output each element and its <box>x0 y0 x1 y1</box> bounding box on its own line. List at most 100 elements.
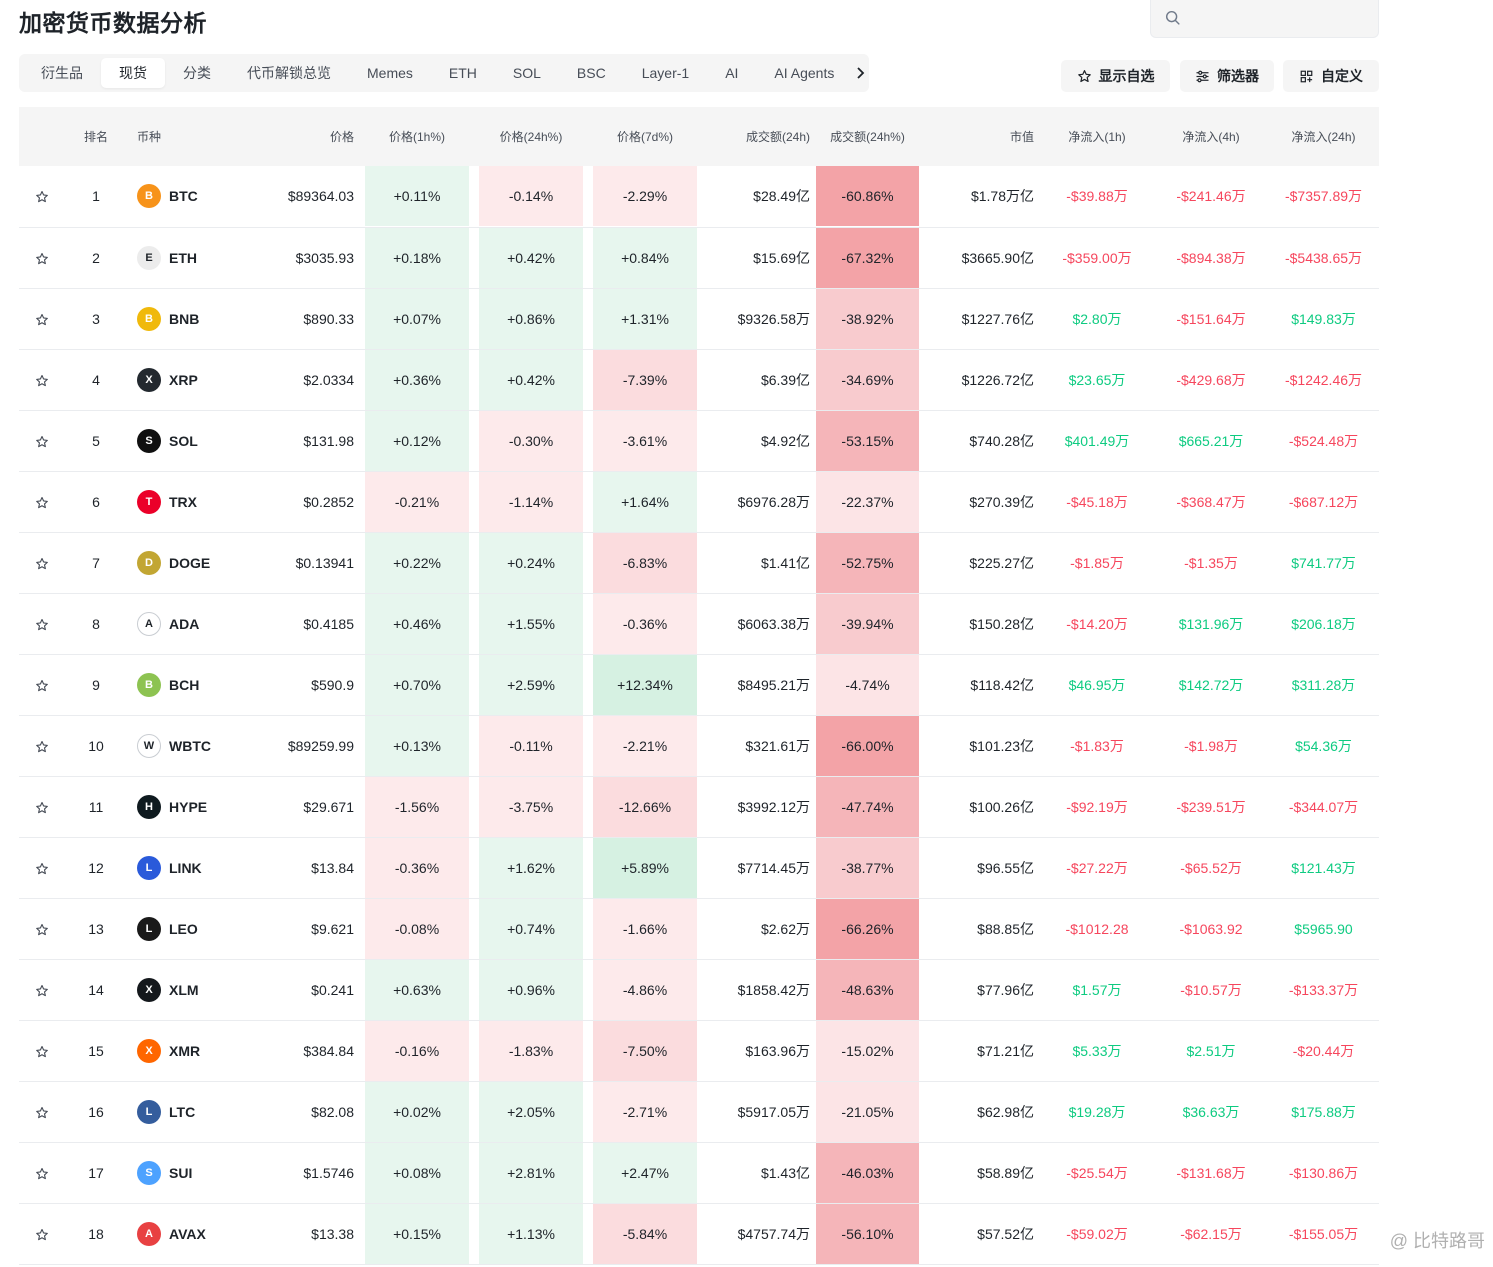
favorite-star-icon[interactable] <box>19 593 65 654</box>
filter-button[interactable]: 筛选器 <box>1180 60 1274 92</box>
tab-5[interactable]: ETH <box>448 65 477 81</box>
market-cap-cell: $101.23亿 <box>969 737 1034 754</box>
table-row[interactable]: 1 B BTC $89364.03 +0.11% -0.14% -2.29% $28.49亿 -… <box>19 166 1379 227</box>
change-7d-value: -0.36% <box>593 593 697 654</box>
search-input[interactable] <box>1150 0 1379 38</box>
table-row[interactable]: 7 D DOGE $0.13941 +0.22% +0.24% -6.83% $1.41亿 -5… <box>19 532 1379 593</box>
favorite-star-icon[interactable] <box>19 166 65 227</box>
table-row[interactable]: 11 H HYPE $29.671 -1.56% -3.75% -12.66% $3992.1… <box>19 776 1379 837</box>
tab-2[interactable]: 分类 <box>183 65 211 81</box>
favorite-star-icon[interactable] <box>19 837 65 898</box>
netflow-24h-cell: $311.28万 <box>1291 676 1356 693</box>
coin-symbol: HYPE <box>169 798 208 815</box>
favorite-star-icon[interactable] <box>19 1081 65 1142</box>
netflow-1h-cell: $5.33万 <box>1072 1042 1122 1059</box>
tab-8[interactable]: Layer-1 <box>641 65 690 81</box>
table-row[interactable]: 18 A AVAX $13.38 +0.15% +1.13% -5.84% $4757.74万… <box>19 1203 1379 1264</box>
table-row[interactable]: 4 X XRP $2.0334 +0.36% +0.42% -7.39% $6.39亿 -34.… <box>19 349 1379 410</box>
table-row[interactable]: 2 E ETH $3035.93 +0.18% +0.42% +0.84% $15.69亿 -6… <box>19 227 1379 288</box>
favorite-star-icon[interactable] <box>19 410 65 471</box>
coin-cell[interactable]: D DOGE <box>127 532 247 593</box>
coin-cell[interactable]: X XMR <box>127 1020 247 1081</box>
volume-24h-cell: $6063.38万 <box>737 615 810 632</box>
favorite-star-icon[interactable] <box>19 532 65 593</box>
tab-6[interactable]: SOL <box>512 65 541 81</box>
table-row[interactable]: 16 L LTC $82.08 +0.02% +2.05% -2.71% $5917.05万 -… <box>19 1081 1379 1142</box>
col-header-price[interactable]: 价格 <box>329 130 354 144</box>
coin-cell[interactable]: A AVAX <box>127 1203 247 1264</box>
table-row[interactable]: 3 B BNB $890.33 +0.07% +0.86% +1.31% $9326.58万 -… <box>19 288 1379 349</box>
coin-cell[interactable]: H HYPE <box>127 776 247 837</box>
coin-cell[interactable]: L LINK <box>127 837 247 898</box>
favorite-star-icon[interactable] <box>19 288 65 349</box>
table-row[interactable]: 8 A ADA $0.4185 +0.46% +1.55% -0.36% $6063.38万 -… <box>19 593 1379 654</box>
netflow-1h-cell: $1.57万 <box>1072 981 1122 998</box>
tabs-scroll-right-icon[interactable] <box>843 54 869 92</box>
coin-cell[interactable]: B BNB <box>127 288 247 349</box>
tab-7[interactable]: BSC <box>576 65 606 81</box>
netflow-4h-cell: -$429.68万 <box>1176 371 1246 388</box>
col-header-coin[interactable]: 币种 <box>137 130 162 144</box>
netflow-1h-cell: -$14.20万 <box>1066 615 1128 632</box>
table-row[interactable]: 10 W WBTC $89259.99 +0.13% -0.11% -2.21% $321.6… <box>19 715 1379 776</box>
customize-button[interactable]: 自定义 <box>1283 60 1379 92</box>
col-header-change-7d[interactable]: 价格(7d%) <box>616 130 673 144</box>
favorite-star-icon[interactable] <box>19 1142 65 1203</box>
change-1h-cell: -0.16% <box>360 1020 474 1081</box>
favorite-star-icon[interactable] <box>19 898 65 959</box>
col-header-volume-change-24h[interactable]: 成交额(24h%) <box>830 130 905 144</box>
coin-cell[interactable]: W WBTC <box>127 715 247 776</box>
col-header-market-cap[interactable]: 市值 <box>1009 130 1034 144</box>
tab-1[interactable]: 现货 <box>101 58 165 88</box>
coin-cell[interactable]: B BTC <box>127 166 247 227</box>
coin-cell[interactable]: S SUI <box>127 1142 247 1203</box>
col-header-change-1h[interactable]: 价格(1h%) <box>388 130 445 144</box>
table-row[interactable]: 15 X XMR $384.84 -0.16% -1.83% -7.50% $163.96万 -… <box>19 1020 1379 1081</box>
favorite-star-icon[interactable] <box>19 227 65 288</box>
tab-0[interactable]: 衍生品 <box>41 65 83 81</box>
col-header-netflow-24h[interactable]: 净流入(24h) <box>1291 130 1356 144</box>
show-watchlist-button[interactable]: 显示自选 <box>1061 60 1170 92</box>
col-header-change-24h[interactable]: 价格(24h%) <box>499 130 563 144</box>
tab-3[interactable]: 代币解锁总览 <box>247 65 331 81</box>
coin-cell[interactable]: X XRP <box>127 349 247 410</box>
change-24h-cell: +2.59% <box>474 654 588 715</box>
coin-cell[interactable]: S SOL <box>127 410 247 471</box>
change-24h-cell: -0.11% <box>474 715 588 776</box>
col-header-rank[interactable]: 排名 <box>83 130 108 144</box>
table-row[interactable]: 17 S SUI $1.5746 +0.08% +2.81% +2.47% $1.43亿 -46… <box>19 1142 1379 1203</box>
change-7d-value: +1.64% <box>593 471 697 532</box>
favorite-star-icon[interactable] <box>19 1020 65 1081</box>
tab-10[interactable]: AI Agents <box>774 65 835 81</box>
favorite-star-icon[interactable] <box>19 654 65 715</box>
table-row[interactable]: 13 L LEO $9.621 -0.08% +0.74% -1.66% $2.62万 -66.… <box>19 898 1379 959</box>
table-row[interactable]: 9 B BCH $590.9 +0.70% +2.59% +12.34% $8495.21万 -… <box>19 654 1379 715</box>
change-24h-value: -1.14% <box>479 471 583 532</box>
volume-change-24h-value: -48.63% <box>816 959 919 1020</box>
coin-cell[interactable]: T TRX <box>127 471 247 532</box>
table-row[interactable]: 5 S SOL $131.98 +0.12% -0.30% -3.61% $4.92亿 -53.… <box>19 410 1379 471</box>
netflow-4h-cell: -$239.51万 <box>1176 798 1246 815</box>
coin-cell[interactable]: L LTC <box>127 1081 247 1142</box>
table-row[interactable]: 12 L LINK $13.84 -0.36% +1.62% +5.89% $7714.45万… <box>19 837 1379 898</box>
favorite-star-icon[interactable] <box>19 1203 65 1264</box>
coin-cell[interactable]: L LEO <box>127 898 247 959</box>
tab-4[interactable]: Memes <box>367 65 413 81</box>
favorite-star-icon[interactable] <box>19 471 65 532</box>
rank-cell: 1 <box>92 188 100 205</box>
col-header-netflow-4h[interactable]: 净流入(4h) <box>1182 130 1240 144</box>
coin-cell[interactable]: X XLM <box>127 959 247 1020</box>
table-row[interactable]: 14 X XLM $0.241 +0.63% +0.96% -4.86% $1858.42万 -… <box>19 959 1379 1020</box>
market-cap-cell: $740.28亿 <box>969 432 1034 449</box>
col-header-volume-24h[interactable]: 成交额(24h) <box>745 130 810 144</box>
coin-cell[interactable]: E ETH <box>127 227 247 288</box>
favorite-star-icon[interactable] <box>19 776 65 837</box>
col-header-netflow-1h[interactable]: 净流入(1h) <box>1068 130 1126 144</box>
coin-cell[interactable]: A ADA <box>127 593 247 654</box>
table-row[interactable]: 6 T TRX $0.2852 -0.21% -1.14% +1.64% $6976.28万 -… <box>19 471 1379 532</box>
favorite-star-icon[interactable] <box>19 715 65 776</box>
tab-9[interactable]: AI <box>725 65 739 81</box>
favorite-star-icon[interactable] <box>19 349 65 410</box>
favorite-star-icon[interactable] <box>19 959 65 1020</box>
coin-cell[interactable]: B BCH <box>127 654 247 715</box>
